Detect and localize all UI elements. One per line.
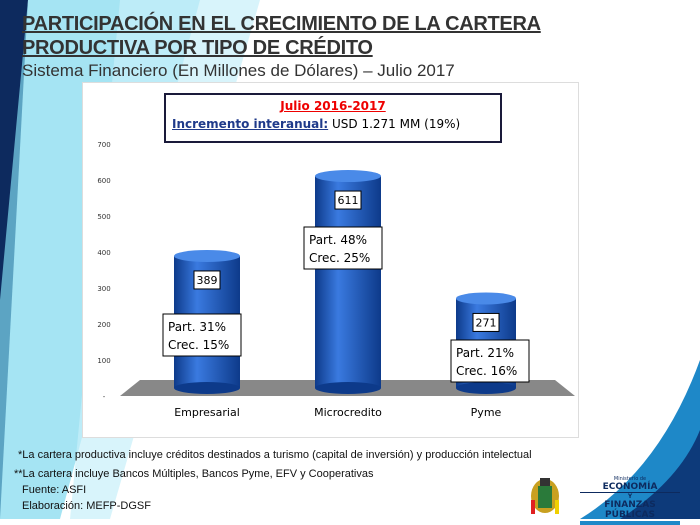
bar-base [174,382,240,394]
data-label-box [334,190,362,210]
annotation-box [162,313,242,357]
data-label: 611 [338,194,359,207]
y-tick-label: 400 [97,249,110,257]
page-title: PARTICIPACIÓN EN EL CRECIMIENTO DE LA CA… [22,12,541,60]
annotation-growth: Crec. 25% [309,251,370,265]
x-tick-label: Empresarial [174,406,240,419]
title-line-1: PARTICIPACIÓN EN EL CRECIMIENTO DE LA CA… [22,13,541,35]
elaboration-note: Elaboración: MEFP-DGSF [22,500,151,512]
x-tick-label: Pyme [471,406,502,419]
bar-top [174,249,240,262]
annotation-participation: Part. 31% [168,320,226,334]
y-tick-label: 200 [97,321,110,329]
annotation-box [450,339,530,383]
title-line-2: PRODUCTIVA POR TIPO DE CRÉDITO [22,37,373,59]
annotation-box [303,226,383,270]
y-tick-label: 100 [97,357,110,365]
bar-top [315,170,381,183]
info-box: Julio 2016-2017 Incremento interanual: U… [164,93,502,143]
bar-base [315,382,381,394]
y-tick-label: 700 [97,141,110,149]
footnote-1: *La cartera productiva incluye créditos … [18,449,532,461]
x-tick-label: Microcredito [314,406,382,419]
info-value: USD 1.271 MM (19%) [332,117,461,131]
bar-base [456,382,516,394]
y-tick-label: 300 [97,285,110,293]
y-tick-label: 500 [97,213,110,221]
coat-of-arms-logo [531,478,559,514]
annotation-growth: Crec. 15% [168,338,229,352]
footnote-2: **La cartera incluye Bancos Múltiples, B… [14,468,374,480]
bar-top [456,292,516,305]
data-label-box [193,270,221,290]
data-label-box [472,312,500,332]
y-tick-label: 600 [97,177,110,185]
data-label: 271 [476,316,497,329]
source-note: Fuente: ASFI [22,484,87,496]
bar-microcredito [315,176,381,388]
annotation-participation: Part. 21% [456,346,514,360]
data-label: 389 [197,274,218,287]
annotation-participation: Part. 48% [309,233,367,247]
info-label: Incremento interanual: [172,117,329,131]
info-period: Julio 2016-2017 [280,99,386,113]
annotation-growth: Crec. 16% [456,364,517,378]
subtitle: Sistema Financiero (En Millones de Dólar… [22,61,455,80]
y-tick-label: - [103,393,106,401]
ministry-logo: Ministerio de ECONOMÍA Y FINANZAS PÚBLIC… [580,476,680,525]
